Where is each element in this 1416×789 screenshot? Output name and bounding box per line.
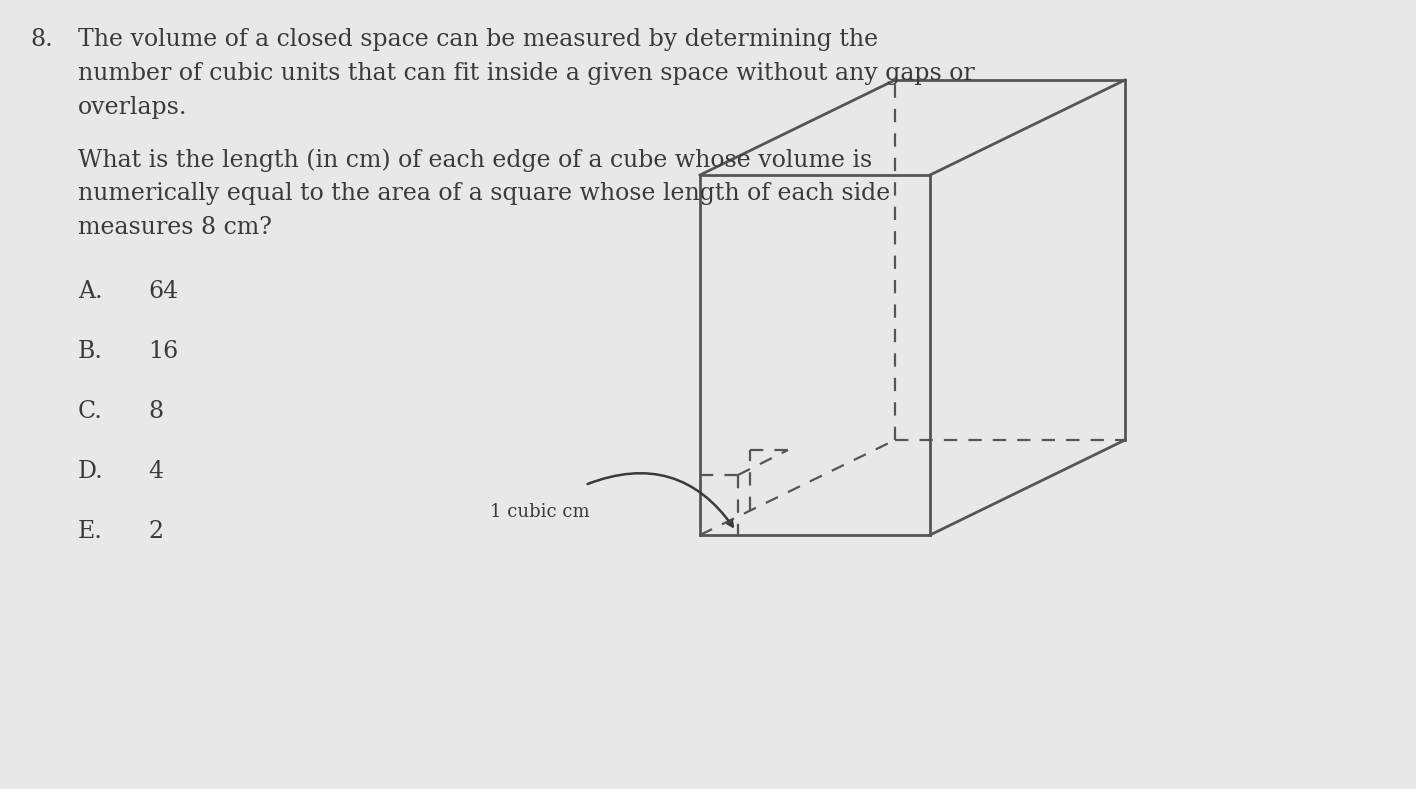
Text: measures 8 cm?: measures 8 cm? xyxy=(78,216,272,239)
Text: 2: 2 xyxy=(149,520,163,543)
Text: C.: C. xyxy=(78,400,103,423)
Text: number of cubic units that can fit inside a given space without any gaps or: number of cubic units that can fit insid… xyxy=(78,62,974,85)
Text: E.: E. xyxy=(78,520,103,543)
Text: numerically equal to the area of a square whose length of each side: numerically equal to the area of a squar… xyxy=(78,182,891,205)
Text: 16: 16 xyxy=(149,340,178,363)
Text: What is the length (in cm) of each edge of a cube whose volume is: What is the length (in cm) of each edge … xyxy=(78,148,872,171)
Text: 1 cubic cm: 1 cubic cm xyxy=(490,503,589,521)
Text: 4: 4 xyxy=(149,460,163,483)
Text: B.: B. xyxy=(78,340,103,363)
Text: A.: A. xyxy=(78,280,102,303)
Text: The volume of a closed space can be measured by determining the: The volume of a closed space can be meas… xyxy=(78,28,878,51)
Text: 8.: 8. xyxy=(30,28,52,51)
Text: D.: D. xyxy=(78,460,103,483)
Text: 64: 64 xyxy=(149,280,178,303)
Text: 8: 8 xyxy=(149,400,163,423)
Text: overlaps.: overlaps. xyxy=(78,96,187,119)
